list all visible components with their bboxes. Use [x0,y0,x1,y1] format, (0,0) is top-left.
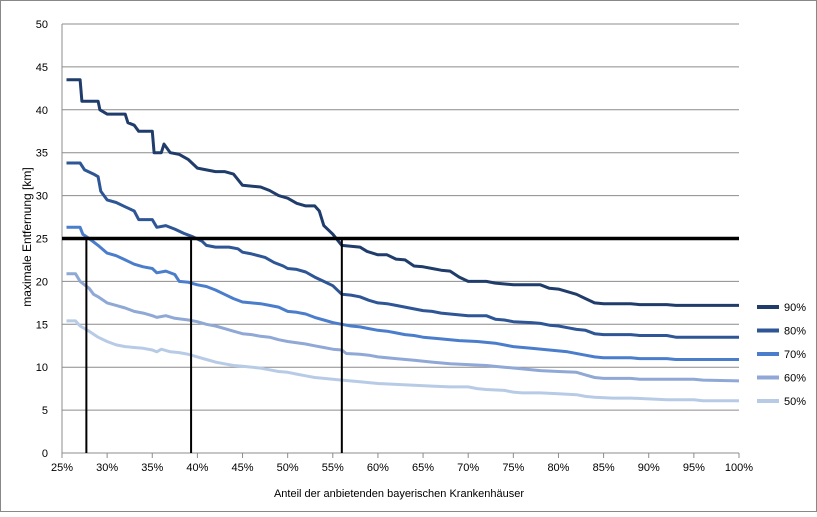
y-tick-label: 10 [36,362,48,374]
x-tick-label: 90% [638,462,660,474]
y-tick-label: 0 [42,448,48,460]
series-line-60pct [66,272,740,383]
series-line-90pct [66,78,739,307]
x-tick-label: 40% [186,462,208,474]
x-tick-label: 70% [457,462,479,474]
y-tick-label: 15 [36,319,48,331]
series-line-80pct [66,161,739,339]
threshold-annotations [62,236,739,453]
y-tick-label: 45 [36,62,48,74]
x-tick-label: 25% [51,462,73,474]
legend-label: 80% [784,326,806,338]
y-tick-label: 35 [36,148,48,160]
series-line-70pct [66,225,739,361]
x-tick-label: 100% [725,462,753,474]
series-lines [66,78,740,403]
x-tick-label: 95% [683,462,705,474]
x-tick-label: 65% [412,462,434,474]
y-tick-label: 50 [36,19,48,31]
y-tick-label: 30 [36,191,48,203]
x-tick-label: 80% [547,462,569,474]
x-tick-label: 75% [502,462,524,474]
series-line-50pct [66,319,739,403]
y-tick-label: 20 [36,276,48,288]
legend-label: 60% [784,373,806,385]
x-tick-label: 60% [367,462,389,474]
legend: 90% 80% 70% 60% 50% [757,302,806,408]
x-tick-label: 50% [277,462,299,474]
legend-label: 90% [784,302,806,314]
legend-label: 50% [784,396,806,408]
legend-label: 70% [784,349,806,361]
y-tick-label: 5 [42,405,48,417]
x-tick-label: 35% [141,462,163,474]
x-tick-label: 30% [96,462,118,474]
y-tick-label: 25 [36,234,48,246]
x-axis-label: Anteil der anbietenden bayerischen Krank… [274,488,524,500]
x-tick-label: 55% [322,462,344,474]
tick-labels: 0 5 10 15 20 25 30 35 40 45 50 25% 30% 35% 40% 45% 50% 55… [36,19,754,474]
x-tick-label: 45% [232,462,254,474]
x-tick-label: 85% [593,462,615,474]
y-axis-label: maximale Entfernung [km] [20,167,34,306]
y-tick-label: 40 [36,105,48,117]
